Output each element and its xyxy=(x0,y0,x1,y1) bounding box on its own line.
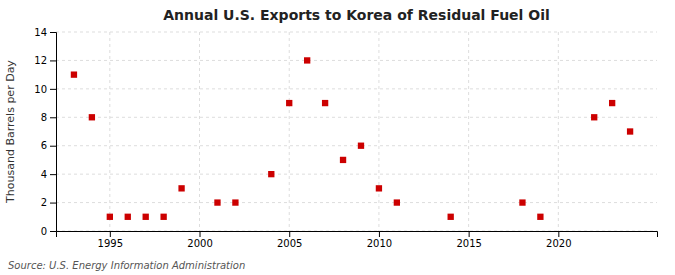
tick: 12 xyxy=(34,55,56,66)
point xyxy=(71,71,77,77)
tick: 2005 xyxy=(277,231,302,249)
axis-line xyxy=(57,232,658,238)
tick-mark xyxy=(50,146,56,147)
grid-line-y xyxy=(56,88,657,89)
tick-mark xyxy=(558,231,559,237)
annotation: Source: U.S. Energy Information Administ… xyxy=(8,260,245,271)
grid-line-y xyxy=(56,32,657,33)
point xyxy=(537,214,543,220)
point xyxy=(268,171,274,177)
point xyxy=(627,128,633,134)
tick: 2010 xyxy=(367,231,392,249)
grid-line-y xyxy=(56,60,657,61)
point xyxy=(340,157,346,163)
tick-label: 8 xyxy=(41,112,47,123)
grid-line-x xyxy=(468,32,469,231)
tick-label: 2000 xyxy=(187,238,212,249)
tick: 8 xyxy=(41,112,56,123)
grid-line-x xyxy=(199,32,200,231)
plot: 1995 2000 2005 2010 2015 2020 0 2 4 6 8 10 12 14 xyxy=(34,27,657,249)
point xyxy=(160,214,166,220)
grid xyxy=(56,32,657,231)
tick-label: 4 xyxy=(41,169,47,180)
tick-mark xyxy=(469,231,470,237)
tick-label: 2010 xyxy=(367,238,392,249)
grid-line-y xyxy=(56,202,657,203)
grid-line-x xyxy=(109,32,110,231)
point xyxy=(89,114,95,120)
point xyxy=(358,143,364,149)
point xyxy=(178,185,184,191)
grid-line-y xyxy=(56,174,657,175)
tick-label: 0 xyxy=(41,226,47,237)
title: Annual U.S. Exports to Korea of Residual… xyxy=(163,7,550,23)
point xyxy=(232,199,238,205)
tick-mark xyxy=(50,89,56,90)
chart: 1995 2000 2005 2010 2015 2020 0 2 4 6 8 10 12 14 Annua… xyxy=(0,0,675,275)
tick-mark xyxy=(110,231,111,237)
tick-label: 2015 xyxy=(456,238,481,249)
point xyxy=(286,100,292,106)
point xyxy=(448,214,454,220)
tick-mark xyxy=(50,203,56,204)
tick-label: 10 xyxy=(34,84,47,95)
tick-label: 2020 xyxy=(546,238,571,249)
grid-line-y xyxy=(56,117,657,118)
tick-mark xyxy=(200,231,201,237)
tick-label: 12 xyxy=(34,55,47,66)
tick-mark xyxy=(289,231,290,237)
grid-line-x xyxy=(558,32,559,231)
point xyxy=(107,214,113,220)
tick: 2 xyxy=(41,197,56,208)
y-axis-label: Thousand Barrels per Day xyxy=(4,60,17,204)
tick: 0 xyxy=(41,226,56,237)
tick-label: 1995 xyxy=(98,238,123,249)
tick-label: 6 xyxy=(41,140,47,151)
tick-mark xyxy=(50,32,56,33)
y-axis: 0 2 4 6 8 10 12 14 xyxy=(34,27,56,237)
tick: 2015 xyxy=(456,231,481,249)
point xyxy=(143,214,149,220)
points xyxy=(71,57,633,220)
point xyxy=(322,100,328,106)
tick-mark xyxy=(50,174,56,175)
tick-label: 2005 xyxy=(277,238,302,249)
point xyxy=(609,100,615,106)
tick: 2000 xyxy=(187,231,212,249)
grid-line-x xyxy=(289,32,290,231)
tick-label: 14 xyxy=(34,27,47,38)
point xyxy=(125,214,131,220)
tick: 10 xyxy=(34,84,56,95)
tick: 6 xyxy=(41,140,56,151)
grid-line-y xyxy=(56,145,657,146)
point xyxy=(214,199,220,205)
tick: 1995 xyxy=(98,231,123,249)
grid-line-x xyxy=(378,32,379,231)
point xyxy=(519,199,525,205)
tick: 4 xyxy=(41,169,56,180)
point xyxy=(591,114,597,120)
tick-label: 2 xyxy=(41,197,47,208)
point xyxy=(376,185,382,191)
point xyxy=(394,199,400,205)
tick: 14 xyxy=(34,27,56,38)
point xyxy=(304,57,310,63)
tick-mark xyxy=(50,117,56,118)
tick-mark xyxy=(50,60,56,61)
axis-line xyxy=(50,33,57,232)
tick: 2020 xyxy=(546,231,571,249)
tick-mark xyxy=(50,231,56,232)
tick-mark xyxy=(379,231,380,237)
x-axis: 1995 2000 2005 2010 2015 2020 xyxy=(57,231,658,249)
